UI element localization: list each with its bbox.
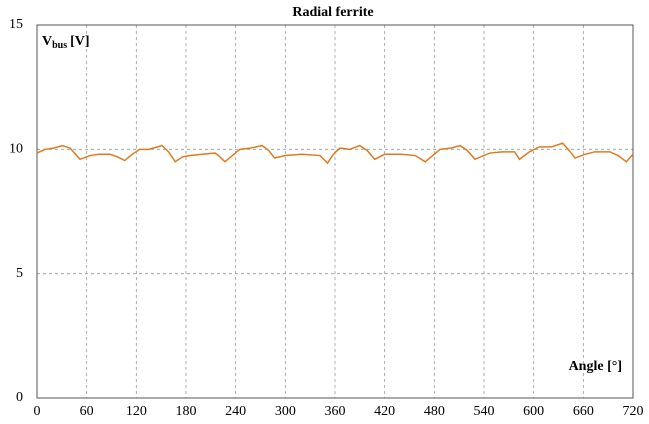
- x-tick-label: 360: [325, 404, 346, 419]
- x-axis-label: Angle [°]: [569, 359, 622, 374]
- y-label-unit: [V]: [70, 34, 89, 49]
- x-tick-label: 480: [424, 404, 445, 419]
- x-tick-label: 120: [126, 404, 147, 419]
- x-tick-label: 180: [176, 404, 197, 419]
- y-tick-label: 5: [16, 266, 23, 281]
- x-tick-label: 600: [523, 404, 544, 419]
- y-tick-label: 0: [16, 390, 23, 405]
- x-tick-label: 540: [474, 404, 495, 419]
- y-label-sub: bus: [52, 40, 67, 51]
- x-tick-label: 0: [34, 404, 41, 419]
- x-tick-label: 300: [275, 404, 296, 419]
- y-tick-label: 10: [9, 142, 23, 157]
- x-tick-label: 720: [623, 404, 644, 419]
- x-tick-label: 60: [80, 404, 94, 419]
- plot-frame: [36, 24, 634, 399]
- x-tick-label: 660: [573, 404, 594, 419]
- x-tick-label: 420: [374, 404, 395, 419]
- y-label-main: V: [42, 34, 52, 49]
- x-tick-label: 240: [225, 404, 246, 419]
- y-axis-label: Vbus [V]: [42, 34, 90, 51]
- y-tick-label: 15: [9, 17, 23, 32]
- series-line: [36, 142, 634, 165]
- chart-title: Radial ferrite: [292, 5, 373, 20]
